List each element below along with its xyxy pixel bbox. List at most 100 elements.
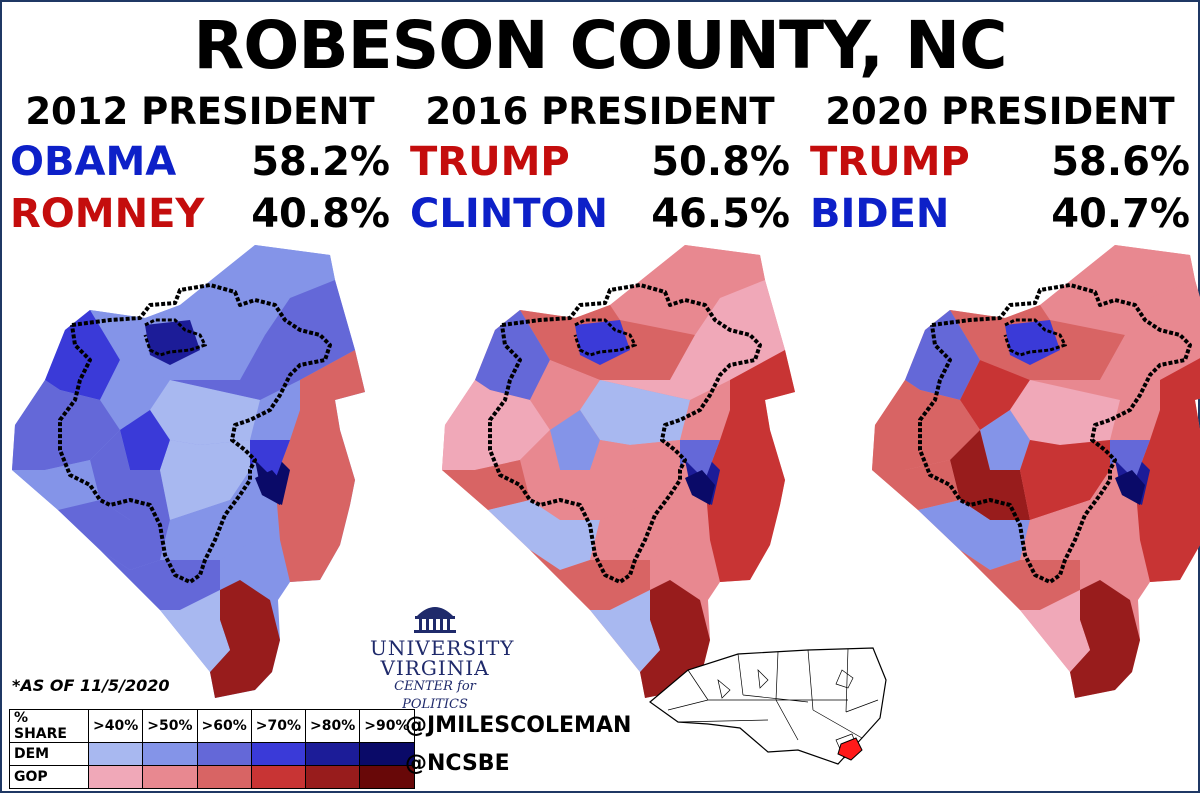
election-2016: 2016 PRESIDENT TRUMP 50.8% CLINTON 46.5% bbox=[410, 88, 790, 240]
precinct bbox=[590, 470, 690, 560]
precinct bbox=[90, 430, 170, 520]
precinct bbox=[872, 460, 960, 510]
precinct bbox=[58, 500, 170, 570]
candidate-name: BIDEN bbox=[810, 191, 950, 237]
precinct bbox=[520, 430, 600, 520]
candidate-pct: 50.8% bbox=[651, 139, 790, 185]
election-header: 2012 PRESIDENT bbox=[25, 90, 375, 133]
city-boundary bbox=[918, 283, 1192, 584]
town-boundary bbox=[573, 318, 638, 357]
lumberton-core bbox=[685, 470, 715, 505]
precinct bbox=[590, 440, 680, 520]
precinct bbox=[680, 440, 720, 480]
precinct bbox=[550, 410, 600, 470]
legend-row-gop: GOP bbox=[9, 765, 415, 789]
city-boundary bbox=[488, 283, 762, 584]
legend-header-label: % SHARE bbox=[9, 709, 89, 743]
town-boundary bbox=[143, 318, 208, 357]
candidate-pct: 40.8% bbox=[251, 191, 390, 237]
county-map-2020 bbox=[872, 245, 1200, 698]
precinct bbox=[160, 440, 250, 520]
precinct bbox=[610, 245, 765, 335]
precinct bbox=[1040, 245, 1195, 335]
precinct bbox=[1020, 590, 1090, 672]
precinct bbox=[275, 350, 365, 582]
legend-bin: >70% bbox=[250, 709, 307, 743]
candidate-row: TRUMP 50.8% bbox=[410, 136, 790, 188]
logo-line-center: CENTER for POLITICS bbox=[394, 679, 476, 712]
logo-line-virginia: VIRGINIA bbox=[380, 656, 490, 680]
election-2020: 2020 PRESIDENT TRUMP 58.6% BIDEN 40.7% bbox=[810, 88, 1190, 240]
legend-swatch bbox=[359, 742, 415, 766]
rotunda-icon bbox=[414, 607, 456, 633]
legend-bin: >40% bbox=[87, 709, 144, 743]
legend-swatch bbox=[87, 742, 144, 766]
precinct bbox=[100, 550, 220, 610]
precinct bbox=[1020, 470, 1120, 560]
election-header: 2020 PRESIDENT bbox=[825, 90, 1175, 133]
credits: @JMILESCOLEMAN @NCSBE bbox=[405, 707, 631, 783]
candidate-name: TRUMP bbox=[810, 139, 970, 185]
precinct bbox=[160, 470, 260, 560]
candidate-pct: 58.6% bbox=[1051, 139, 1190, 185]
town-boundary bbox=[1003, 318, 1068, 357]
legend-swatch bbox=[304, 765, 361, 789]
legend-header-row: % SHARE >40% >50% >60% >70% >80% >90% bbox=[9, 709, 415, 743]
legend-swatch bbox=[304, 742, 361, 766]
precinct bbox=[918, 500, 1030, 570]
legend-swatch bbox=[250, 742, 307, 766]
legend-swatch bbox=[87, 765, 144, 789]
precinct bbox=[600, 280, 785, 400]
precinct bbox=[705, 350, 795, 582]
precinct bbox=[100, 360, 170, 430]
legend-bin: >50% bbox=[142, 709, 198, 743]
as-of-note: *AS OF 11/5/2020 bbox=[12, 676, 170, 695]
candidate-row: CLINTON 46.5% bbox=[410, 188, 790, 240]
precinct bbox=[980, 410, 1030, 470]
data-source-handle: @NCSBE bbox=[405, 751, 510, 776]
candidate-name: ROMNEY bbox=[10, 191, 205, 237]
precinct bbox=[45, 310, 120, 400]
legend-bin: >90% bbox=[359, 709, 415, 743]
legend-bin: >80% bbox=[304, 709, 361, 743]
election-header: 2016 PRESIDENT bbox=[425, 90, 775, 133]
legend-row-label: GOP bbox=[9, 765, 89, 789]
precinct bbox=[872, 380, 980, 470]
logo-line-university: UNIVERSITY bbox=[370, 636, 515, 660]
precinct bbox=[590, 590, 660, 672]
candidate-row: OBAMA 58.2% bbox=[10, 136, 390, 188]
legend-table: % SHARE >40% >50% >60% >70% >80% >90% DE… bbox=[9, 709, 415, 789]
legend-row-label: DEM bbox=[9, 742, 89, 766]
precinct bbox=[488, 500, 600, 570]
precinct bbox=[442, 460, 530, 510]
candidate-row: BIDEN 40.7% bbox=[810, 188, 1190, 240]
precinct bbox=[1020, 440, 1110, 520]
precinct bbox=[12, 460, 100, 510]
precinct bbox=[905, 310, 980, 400]
precinct bbox=[210, 580, 280, 698]
legend-swatch bbox=[142, 765, 198, 789]
county-map-2012 bbox=[12, 245, 365, 698]
legend-swatch bbox=[196, 765, 252, 789]
precinct bbox=[1135, 358, 1200, 582]
election-2012: 2012 PRESIDENT OBAMA 58.2% ROMNEY 40.8% bbox=[10, 88, 390, 240]
precinct bbox=[530, 360, 600, 430]
precinct bbox=[960, 360, 1030, 430]
precinct bbox=[180, 245, 335, 335]
legend-row-dem: DEM bbox=[9, 742, 415, 766]
candidate-name: CLINTON bbox=[410, 191, 608, 237]
lumberton-core bbox=[255, 470, 285, 505]
candidate-pct: 46.5% bbox=[651, 191, 790, 237]
precinct bbox=[960, 550, 1080, 610]
precinct bbox=[475, 310, 550, 400]
precinct bbox=[12, 380, 120, 470]
legend-swatch bbox=[250, 765, 307, 789]
candidate-name: TRUMP bbox=[410, 139, 570, 185]
page-title: ROBESON COUNTY, NC bbox=[193, 7, 1007, 84]
precinct bbox=[442, 380, 550, 470]
legend-swatch bbox=[359, 765, 415, 789]
precinct bbox=[1070, 580, 1140, 698]
precinct bbox=[160, 590, 230, 672]
nc-locator-map bbox=[649, 647, 887, 765]
